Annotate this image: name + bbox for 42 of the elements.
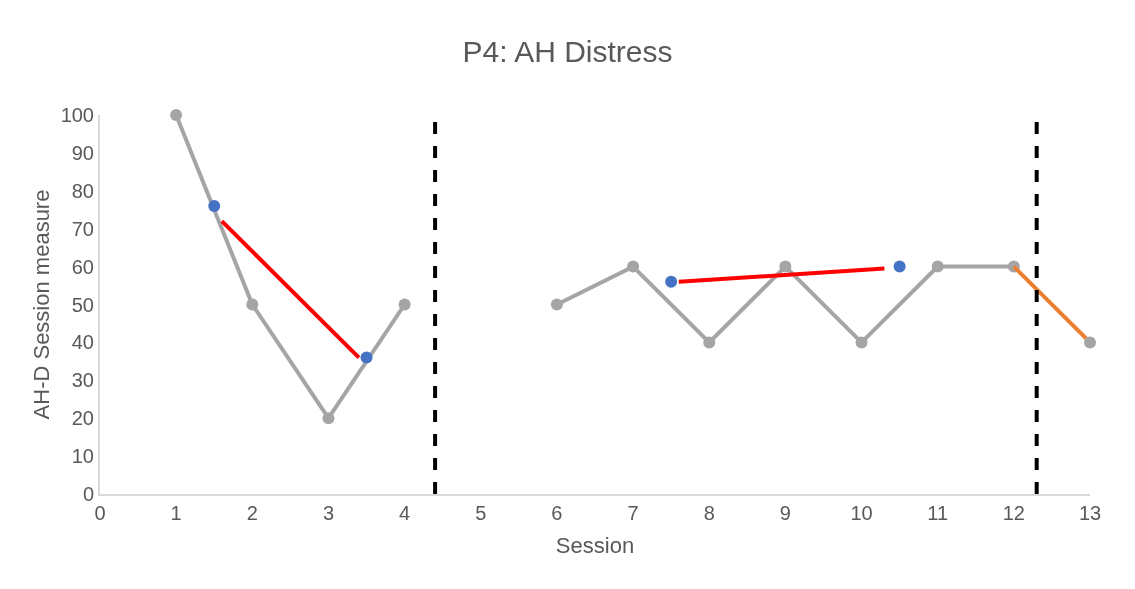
- x-tick-label: 3: [322, 502, 335, 524]
- point: [627, 260, 640, 273]
- x-tick-label: 8: [703, 502, 715, 524]
- chart-title: P4: AH Distress: [462, 35, 673, 69]
- point: [893, 260, 906, 273]
- point: [322, 412, 335, 425]
- x-tick-label: 13: [1078, 502, 1102, 524]
- y-tick-label: 60: [71, 255, 94, 278]
- x-tick-label: 1: [170, 502, 182, 524]
- point: [208, 199, 221, 212]
- point: [931, 260, 944, 273]
- point: [398, 298, 411, 311]
- x-tick-label: 12: [1002, 502, 1025, 524]
- point: [703, 336, 716, 349]
- point: [550, 298, 563, 311]
- y-tick-label: 80: [71, 179, 94, 202]
- point: [360, 351, 373, 364]
- point: [665, 275, 678, 288]
- x-tick-label: 9: [779, 502, 791, 524]
- x-axis-title: Session: [555, 533, 635, 559]
- x-tick-label: 5: [475, 502, 487, 524]
- y-tick-label: 70: [71, 217, 94, 240]
- x-tick-label: 7: [627, 502, 639, 524]
- point: [855, 336, 868, 349]
- x-tick-label: 6: [551, 502, 563, 524]
- x-tick-label: 4: [399, 502, 411, 524]
- y-tick-label: 50: [71, 293, 94, 316]
- point: [246, 298, 259, 311]
- y-axis-title: AH-D Session measure: [28, 189, 54, 420]
- x-tick-label: 11: [927, 502, 949, 524]
- point: [779, 260, 792, 273]
- y-tick-label: 40: [71, 331, 94, 354]
- y-tick-label: 30: [71, 369, 94, 392]
- y-tick-label: 10: [71, 445, 94, 468]
- point: [1084, 336, 1096, 349]
- y-tick-label: 20: [71, 407, 94, 430]
- x-tick-label: 10: [850, 502, 873, 524]
- y-tick-label: 0: [82, 483, 94, 505]
- x-tick-label: 2: [246, 502, 258, 524]
- point: [170, 109, 183, 121]
- y-tick-label: 90: [71, 141, 94, 164]
- y-tick-label: 100: [60, 104, 94, 126]
